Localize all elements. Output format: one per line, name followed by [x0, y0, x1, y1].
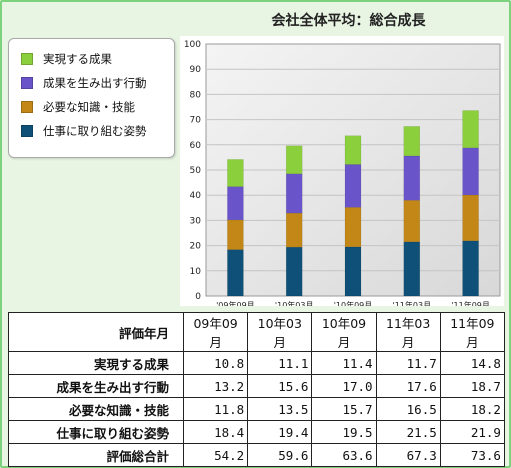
- table-cell: 54.2: [182, 443, 249, 467]
- legend-item: 実現する成果: [21, 51, 112, 67]
- table-header-row: 評価年月 09年09月 10年03月 10年09月 11年03月 11年09月: [8, 312, 505, 352]
- x-tick-label: '10年09月: [334, 300, 373, 306]
- row-label: 必要な知識・技能: [8, 397, 184, 421]
- table-cell: 15.7: [311, 397, 377, 421]
- table-cell: 11.1: [247, 351, 313, 375]
- table-cell: 15.6: [247, 374, 313, 398]
- x-tick-label: '09年09月: [216, 300, 255, 306]
- chart-area: 0 10 20 30 40 50 60 70 80 90 100 '09年09月 '10年03月 '10…: [180, 36, 504, 306]
- bar-segment: [227, 249, 244, 297]
- legend-swatch: [21, 53, 33, 65]
- y-tick-label: 20: [190, 242, 202, 252]
- table-cell: 18.7: [439, 374, 505, 398]
- y-tick-label: 10: [190, 267, 202, 277]
- table-row: 成果を生み出す行動 13.2 15.6 17.0 17.6 18.7: [8, 374, 505, 398]
- bars: [227, 110, 479, 297]
- table-cell: 17.0: [311, 374, 377, 398]
- y-tick-label: 60: [190, 141, 202, 151]
- x-tick-label: '11年03月: [393, 300, 432, 306]
- row-label: 成果を生み出す行動: [8, 374, 184, 398]
- bar-segment: [227, 219, 244, 250]
- bar-segment: [462, 240, 479, 297]
- y-tick-label: 80: [190, 90, 202, 100]
- table-cell: 21.9: [439, 420, 505, 444]
- row-label: 実現する成果: [8, 351, 184, 375]
- bar-segment: [285, 212, 303, 248]
- bar-segment: [344, 164, 362, 208]
- legend-item: 必要な知識・技能: [21, 99, 135, 115]
- table-cell: 19.5: [311, 420, 377, 444]
- bar-segment: [344, 135, 362, 165]
- table-cell: 13.2: [182, 374, 249, 398]
- data-table: 評価年月 09年09月 10年03月 10年09月 11年03月 11年09月 …: [8, 312, 505, 467]
- table-cell: 19.4: [247, 420, 313, 444]
- bar-segment: [227, 159, 244, 187]
- bar-segment: [462, 194, 479, 242]
- bar-segment: [403, 155, 421, 201]
- column-header: 11年03月: [375, 312, 441, 352]
- table-cell: 18.4: [182, 420, 249, 444]
- table-cell: 11.8: [182, 397, 249, 421]
- legend-label: 必要な知識・技能: [43, 100, 135, 114]
- table-row-total: 評価総合計 54.2 59.6 63.6 67.3 73.6: [8, 443, 505, 467]
- table-row: 実現する成果 10.8 11.1 11.4 11.7 14.8: [8, 351, 505, 375]
- legend-swatch: [21, 101, 33, 113]
- bar-segment: [344, 207, 362, 248]
- column-header: 09年09月: [182, 312, 249, 352]
- table-cell: 10.8: [182, 351, 249, 375]
- bar-segment: [285, 246, 303, 297]
- bar-segment: [462, 147, 479, 196]
- legend-label: 実現する成果: [43, 52, 112, 66]
- table-row: 必要な知識・技能 11.8 13.5 15.7 16.5 18.2: [8, 397, 505, 421]
- bar-segment: [285, 145, 303, 175]
- table-cell: 21.5: [375, 420, 441, 444]
- y-tick-label: 70: [190, 116, 202, 126]
- chart-legend: 実現する成果 成果を生み出す行動 必要な知識・技能 仕事に取り組む姿勢: [8, 38, 175, 158]
- column-header: 10年09月: [311, 312, 377, 352]
- legend-swatch: [21, 77, 33, 89]
- legend-item: 成果を生み出す行動: [21, 75, 147, 91]
- legend-swatch: [21, 125, 33, 137]
- table-cell: 73.6: [439, 443, 505, 467]
- table-cell: 63.6: [311, 443, 377, 467]
- x-tick-label: '11年09月: [451, 300, 490, 306]
- table-row: 仕事に取り組む姿勢 18.4 19.4 19.5 21.5 21.9: [8, 420, 505, 444]
- bar-segment: [403, 199, 421, 243]
- bar-segment: [462, 110, 479, 149]
- x-tick-label: '10年03月: [275, 300, 314, 306]
- table-cell: 16.5: [375, 397, 441, 421]
- y-tick-label: 50: [190, 166, 202, 176]
- y-tick-label: 90: [190, 65, 202, 75]
- table-cell: 17.6: [375, 374, 441, 398]
- x-axis-ticks: '09年09月 '10年03月 '10年09月 '11年03月 '11年09月: [216, 300, 490, 306]
- y-tick-label: 0: [195, 292, 201, 302]
- y-tick-label: 100: [184, 40, 201, 50]
- y-tick-label: 40: [190, 191, 202, 201]
- bar-segment: [227, 186, 244, 221]
- column-header: 10年03月: [247, 312, 313, 352]
- bar-segment: [403, 241, 421, 297]
- row-label: 仕事に取り組む姿勢: [8, 420, 184, 444]
- bar-segment: [344, 246, 362, 297]
- chart-title: 会社全体平均：総合成長: [271, 13, 426, 29]
- y-axis-ticks: 0 10 20 30 40 50 60 70 80 90 100: [184, 40, 201, 302]
- table-cell: 14.8: [439, 351, 505, 375]
- legend-label: 仕事に取り組む姿勢: [43, 124, 147, 138]
- legend-label: 成果を生み出す行動: [43, 76, 147, 90]
- stacked-bar-chart: 0 10 20 30 40 50 60 70 80 90 100 '09年09月 '10年03月 '10…: [180, 36, 504, 306]
- table-cell: 59.6: [247, 443, 313, 467]
- bar-segment: [285, 173, 303, 214]
- table-cell: 13.5: [247, 397, 313, 421]
- table-cell: 18.2: [439, 397, 505, 421]
- header-label: 評価年月: [8, 312, 184, 352]
- y-tick-label: 30: [190, 216, 202, 226]
- column-header: 11年09月: [439, 312, 505, 352]
- legend-item: 仕事に取り組む姿勢: [21, 123, 147, 139]
- row-label: 評価総合計: [8, 443, 184, 467]
- table-cell: 11.7: [375, 351, 441, 375]
- data-table-wrap: 評価年月 09年09月 10年03月 10年09月 11年03月 11年09月 …: [8, 312, 505, 467]
- bar-segment: [403, 126, 421, 157]
- table-cell: 11.4: [311, 351, 377, 375]
- table-cell: 67.3: [375, 443, 441, 467]
